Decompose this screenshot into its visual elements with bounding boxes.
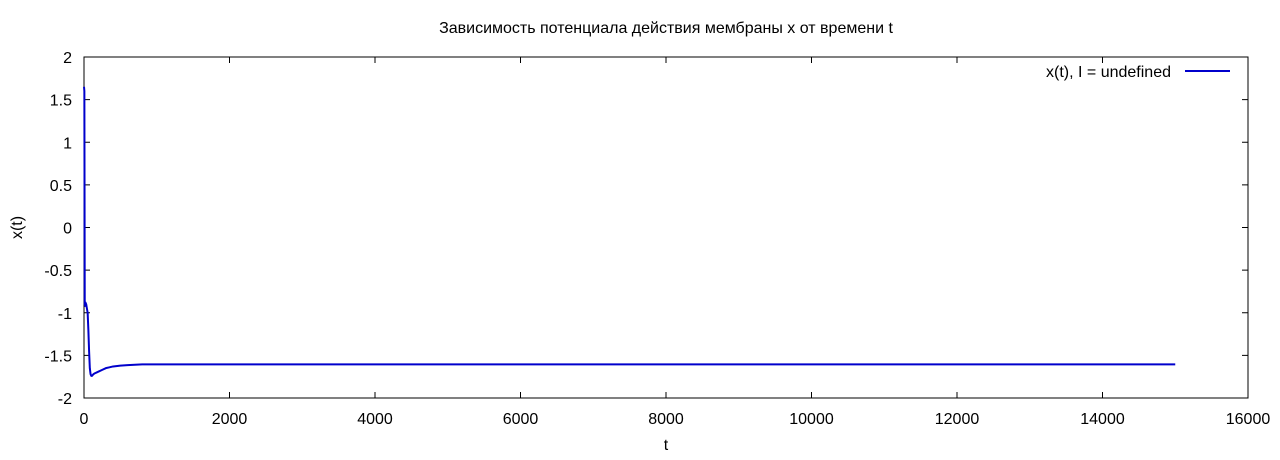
x-tick-label: 2000 [212, 411, 248, 428]
x-ticks: 0 2000 4000 6000 8000 10000 12000 14000 16000 [80, 57, 1271, 428]
y-tick-label: -0.5 [44, 263, 72, 280]
legend-label: x(t), I = undefined [1046, 64, 1171, 81]
series-line [83, 86, 1176, 377]
y-tick-label: 2 [63, 50, 72, 67]
x-tick-label: 16000 [1226, 411, 1271, 428]
y-tick-label: -1 [58, 306, 72, 323]
y-tick-label: 1.5 [50, 93, 72, 110]
y-tick-label: 0 [63, 221, 72, 238]
x-tick-label: 14000 [1080, 411, 1125, 428]
x-tick-label: 8000 [648, 411, 684, 428]
series-layer [83, 86, 1176, 377]
plot-frame [83, 56, 1249, 399]
y-tick-label: 1 [63, 135, 72, 152]
y-axis-label: x(t) [9, 216, 26, 239]
x-axis-label: t [664, 437, 669, 454]
x-tick-label: 4000 [357, 411, 393, 428]
x-tick-label: 10000 [789, 411, 834, 428]
chart-title: Зависимость потенциала действия мембраны… [439, 20, 893, 37]
x-tick-label: 6000 [503, 411, 539, 428]
legend: x(t), I = undefined [1046, 64, 1230, 81]
x-tick-label: 12000 [935, 411, 980, 428]
x-tick-label: 0 [80, 411, 89, 428]
y-tick-label: -2 [58, 391, 72, 408]
y-tick-label: 0.5 [50, 178, 72, 195]
y-ticks: -2 -1.5 -1 -0.5 0 0.5 1 1.5 2 [44, 50, 1248, 408]
y-tick-label: -1.5 [44, 348, 72, 365]
